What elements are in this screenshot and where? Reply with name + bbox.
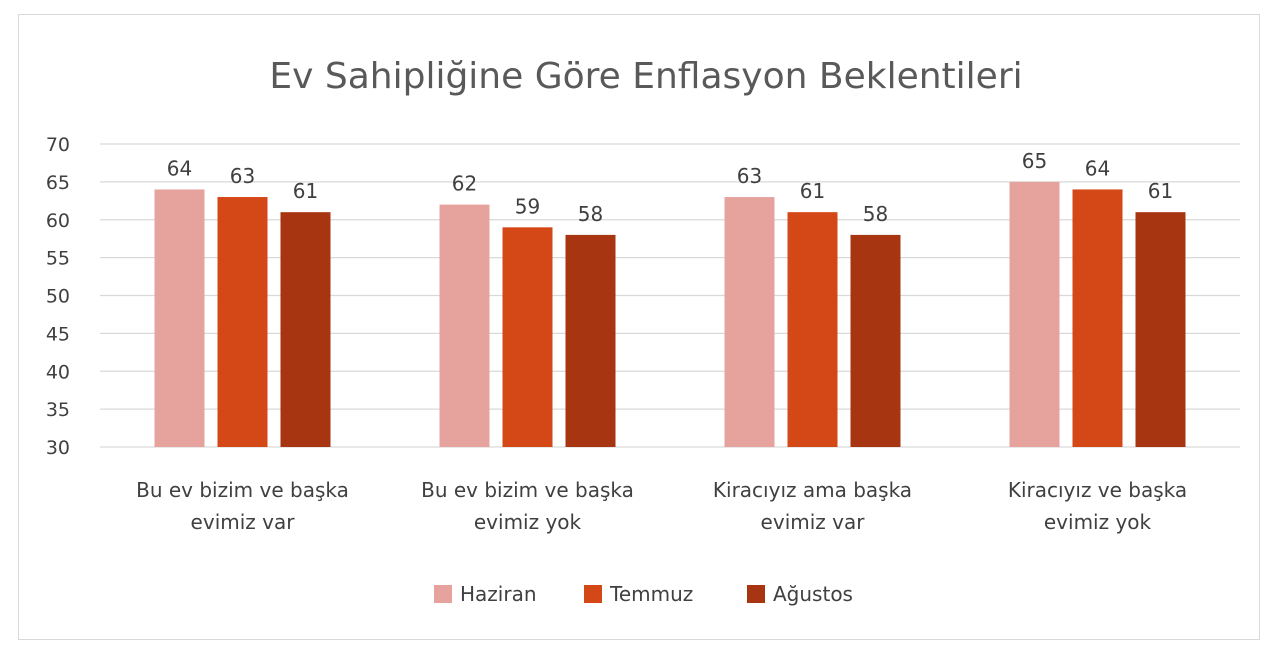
bar-temmuz-1 [217, 197, 268, 447]
category-label: Kiracıyız ama başka [713, 478, 912, 502]
bar-haziran-4 [1009, 181, 1060, 447]
category-label: Bu ev bizim ve başka [136, 478, 349, 502]
data-label: 64 [167, 156, 192, 180]
y-tick-label: 40 [46, 361, 70, 383]
legend-label-ağustos: Ağustos [773, 582, 853, 606]
legend-swatch-haziran [434, 585, 452, 603]
category-label: Bu ev bizim ve başka [421, 478, 634, 502]
bars [154, 181, 1186, 447]
chart-title: Ev Sahipliğine Göre Enflasyon Beklentile… [269, 56, 1022, 97]
category-label: evimiz var [761, 510, 866, 534]
legend-swatch-temmuz [584, 585, 602, 603]
category-label: Kiracıyız ve başka [1008, 478, 1187, 502]
bar-ağustos-4 [1135, 212, 1186, 447]
y-tick-label: 30 [46, 437, 70, 459]
bar-haziran-3 [724, 197, 775, 447]
data-label: 62 [452, 172, 477, 196]
y-tick-label: 70 [46, 134, 70, 156]
bar-ağustos-2 [565, 234, 616, 447]
y-axis-ticks: 30 35 40 45 50 55 60 65 70 [46, 134, 70, 459]
data-label: 58 [578, 202, 603, 226]
y-tick-label: 50 [46, 286, 70, 308]
data-label: 61 [293, 179, 318, 203]
bar-ağustos-3 [850, 234, 901, 447]
data-label: 61 [1148, 179, 1173, 203]
category-labels: Bu ev bizim ve başka evimiz var Bu ev bizi… [136, 478, 1187, 534]
y-tick-label: 35 [46, 399, 70, 421]
bar-haziran-1 [154, 189, 205, 447]
y-tick-label: 60 [46, 210, 70, 232]
legend: Haziran Temmuz Ağustos [434, 582, 853, 606]
legend-label-haziran: Haziran [460, 582, 537, 606]
bar-temmuz-2 [502, 227, 553, 447]
bar-temmuz-4 [1072, 189, 1123, 447]
bar-ağustos-1 [280, 212, 331, 447]
category-label: evimiz var [191, 510, 296, 534]
data-label: 63 [737, 164, 762, 188]
y-tick-label: 55 [46, 248, 70, 270]
legend-label-temmuz: Temmuz [609, 582, 693, 606]
y-tick-label: 65 [46, 172, 70, 194]
gridlines [100, 143, 1240, 448]
data-label: 63 [230, 164, 255, 188]
data-label: 65 [1022, 149, 1047, 173]
bar-haziran-2 [439, 204, 490, 447]
data-labels: 64 63 61 62 59 58 63 61 58 65 64 61 [167, 149, 1173, 226]
data-label: 64 [1085, 156, 1110, 180]
data-label: 61 [800, 179, 825, 203]
legend-swatch-ağustos [747, 585, 765, 603]
data-label: 59 [515, 194, 540, 218]
bar-temmuz-3 [787, 212, 838, 447]
y-tick-label: 45 [46, 323, 70, 345]
data-label: 58 [863, 202, 888, 226]
category-label: evimiz yok [474, 510, 582, 534]
category-label: evimiz yok [1044, 510, 1152, 534]
